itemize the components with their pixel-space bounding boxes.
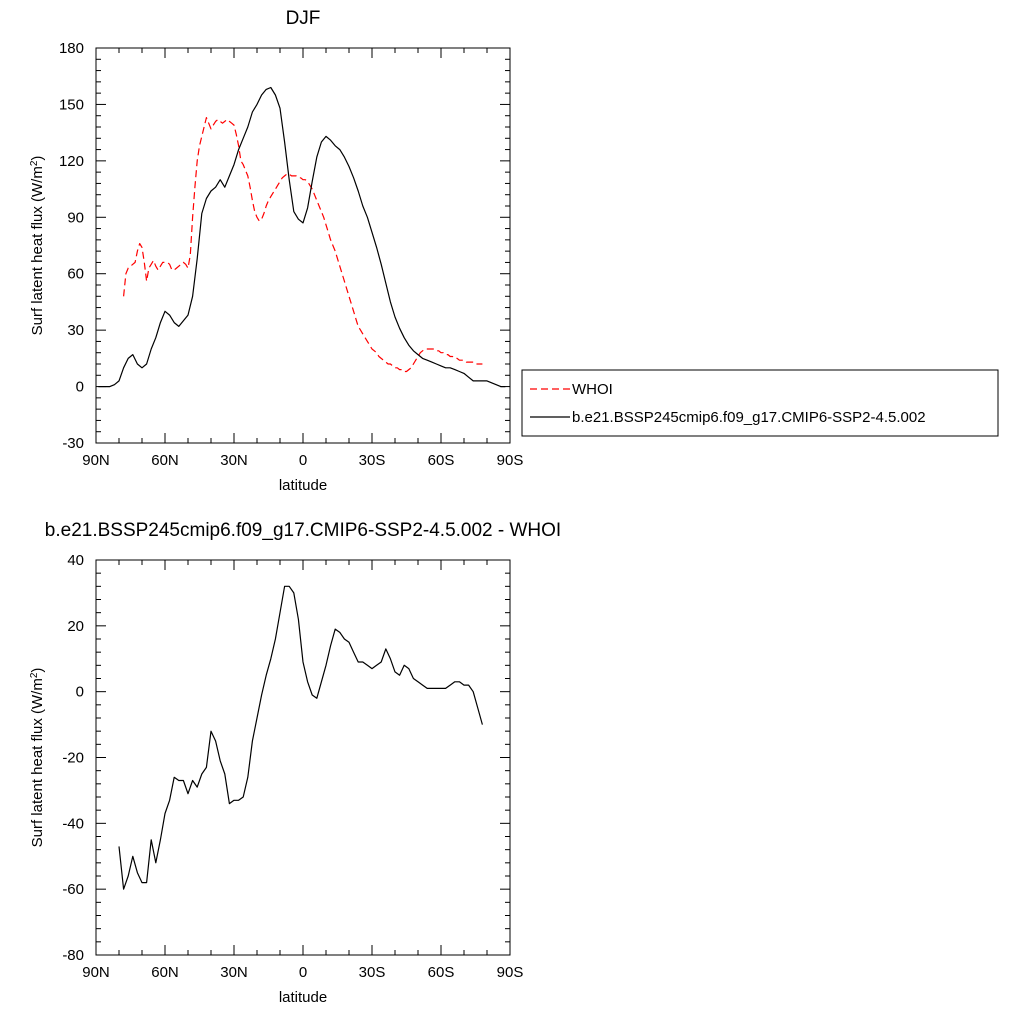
y-tick-label: 30 xyxy=(67,322,84,339)
x-tick-label: 0 xyxy=(299,964,307,981)
y-axis-label-superscript: 2 xyxy=(29,160,40,166)
y-tick-label: 60 xyxy=(67,266,84,283)
x-axis-ticks: 90N 60N 30N 0 30S 60S 90S xyxy=(82,560,523,981)
x-tick-label: 0 xyxy=(299,452,307,469)
x-tick-label: 60N xyxy=(151,964,179,981)
x-tick-label: 90S xyxy=(497,964,524,981)
y-tick-label: 120 xyxy=(59,153,84,170)
y-tick-label: 90 xyxy=(67,209,84,226)
y-tick-label: 180 xyxy=(59,40,84,57)
y-tick-label: -80 xyxy=(62,947,84,964)
x-axis-label: latitude xyxy=(279,477,327,494)
y-tick-label: -40 xyxy=(62,815,84,832)
x-tick-label: 90S xyxy=(497,452,524,469)
x-tick-label: 30S xyxy=(359,452,386,469)
x-axis-label: latitude xyxy=(279,989,327,1006)
x-tick-label: 30N xyxy=(220,452,248,469)
series-line-2 xyxy=(98,86,506,388)
y-axis-label-close: ) xyxy=(29,668,46,673)
series-line-1 xyxy=(123,116,483,373)
legend-label-2: b.e21.BSSP245cmip6.f09_g17.CMIP6-SSP2-4.… xyxy=(572,409,926,426)
legend: WHOI b.e21.BSSP245cmip6.f09_g17.CMIP6-SSP… xyxy=(521,369,999,437)
y-tick-label: -20 xyxy=(62,750,84,767)
chart-panel-1: DJF 90N 60N 30N 0 30S 60S 90S -30 0 30 60 90 120 150 18… xyxy=(29,8,999,494)
y-tick-label: 20 xyxy=(67,618,84,635)
y-tick-label: 0 xyxy=(76,379,84,396)
chart-title: b.e21.BSSP245cmip6.f09_g17.CMIP6-SSP2-4.… xyxy=(45,520,561,541)
chart-panel-2: b.e21.BSSP245cmip6.f09_g17.CMIP6-SSP2-4.… xyxy=(29,520,562,1006)
chart-title: DJF xyxy=(286,8,321,29)
plot-frame xyxy=(95,47,511,444)
y-axis-label: Surf latent heat flux (W/m2) xyxy=(29,156,47,336)
y-axis-label-text: Surf latent heat flux (W/m xyxy=(29,678,46,847)
x-tick-label: 30N xyxy=(220,964,248,981)
x-axis-ticks: 90N 60N 30N 0 30S 60S 90S xyxy=(82,48,523,469)
y-axis-label-text: Surf latent heat flux (W/m xyxy=(29,166,46,335)
y-axis-label-close: ) xyxy=(29,156,46,161)
legend-label-1: WHOI xyxy=(572,381,613,398)
y-axis-ticks: -80 -60 -40 -20 0 20 40 xyxy=(62,552,510,964)
legend-box xyxy=(521,369,999,437)
x-tick-label: 90N xyxy=(82,452,110,469)
y-axis-ticks: -30 0 30 60 90 120 150 180 xyxy=(59,40,510,452)
y-tick-label: -60 xyxy=(62,881,84,898)
x-tick-label: 30S xyxy=(359,964,386,981)
x-tick-label: 60S xyxy=(428,964,455,981)
y-tick-label: 150 xyxy=(59,96,84,113)
series-line-1 xyxy=(118,585,483,890)
plot-frame xyxy=(95,559,511,956)
x-tick-label: 60S xyxy=(428,452,455,469)
y-tick-label: 40 xyxy=(67,552,84,569)
x-tick-label: 60N xyxy=(151,452,179,469)
y-axis-label: Surf latent heat flux (W/m2) xyxy=(29,668,47,848)
y-tick-label: 0 xyxy=(76,684,84,701)
y-axis-label-superscript: 2 xyxy=(29,672,40,678)
x-tick-label: 90N xyxy=(82,964,110,981)
y-tick-label: -30 xyxy=(62,435,84,452)
